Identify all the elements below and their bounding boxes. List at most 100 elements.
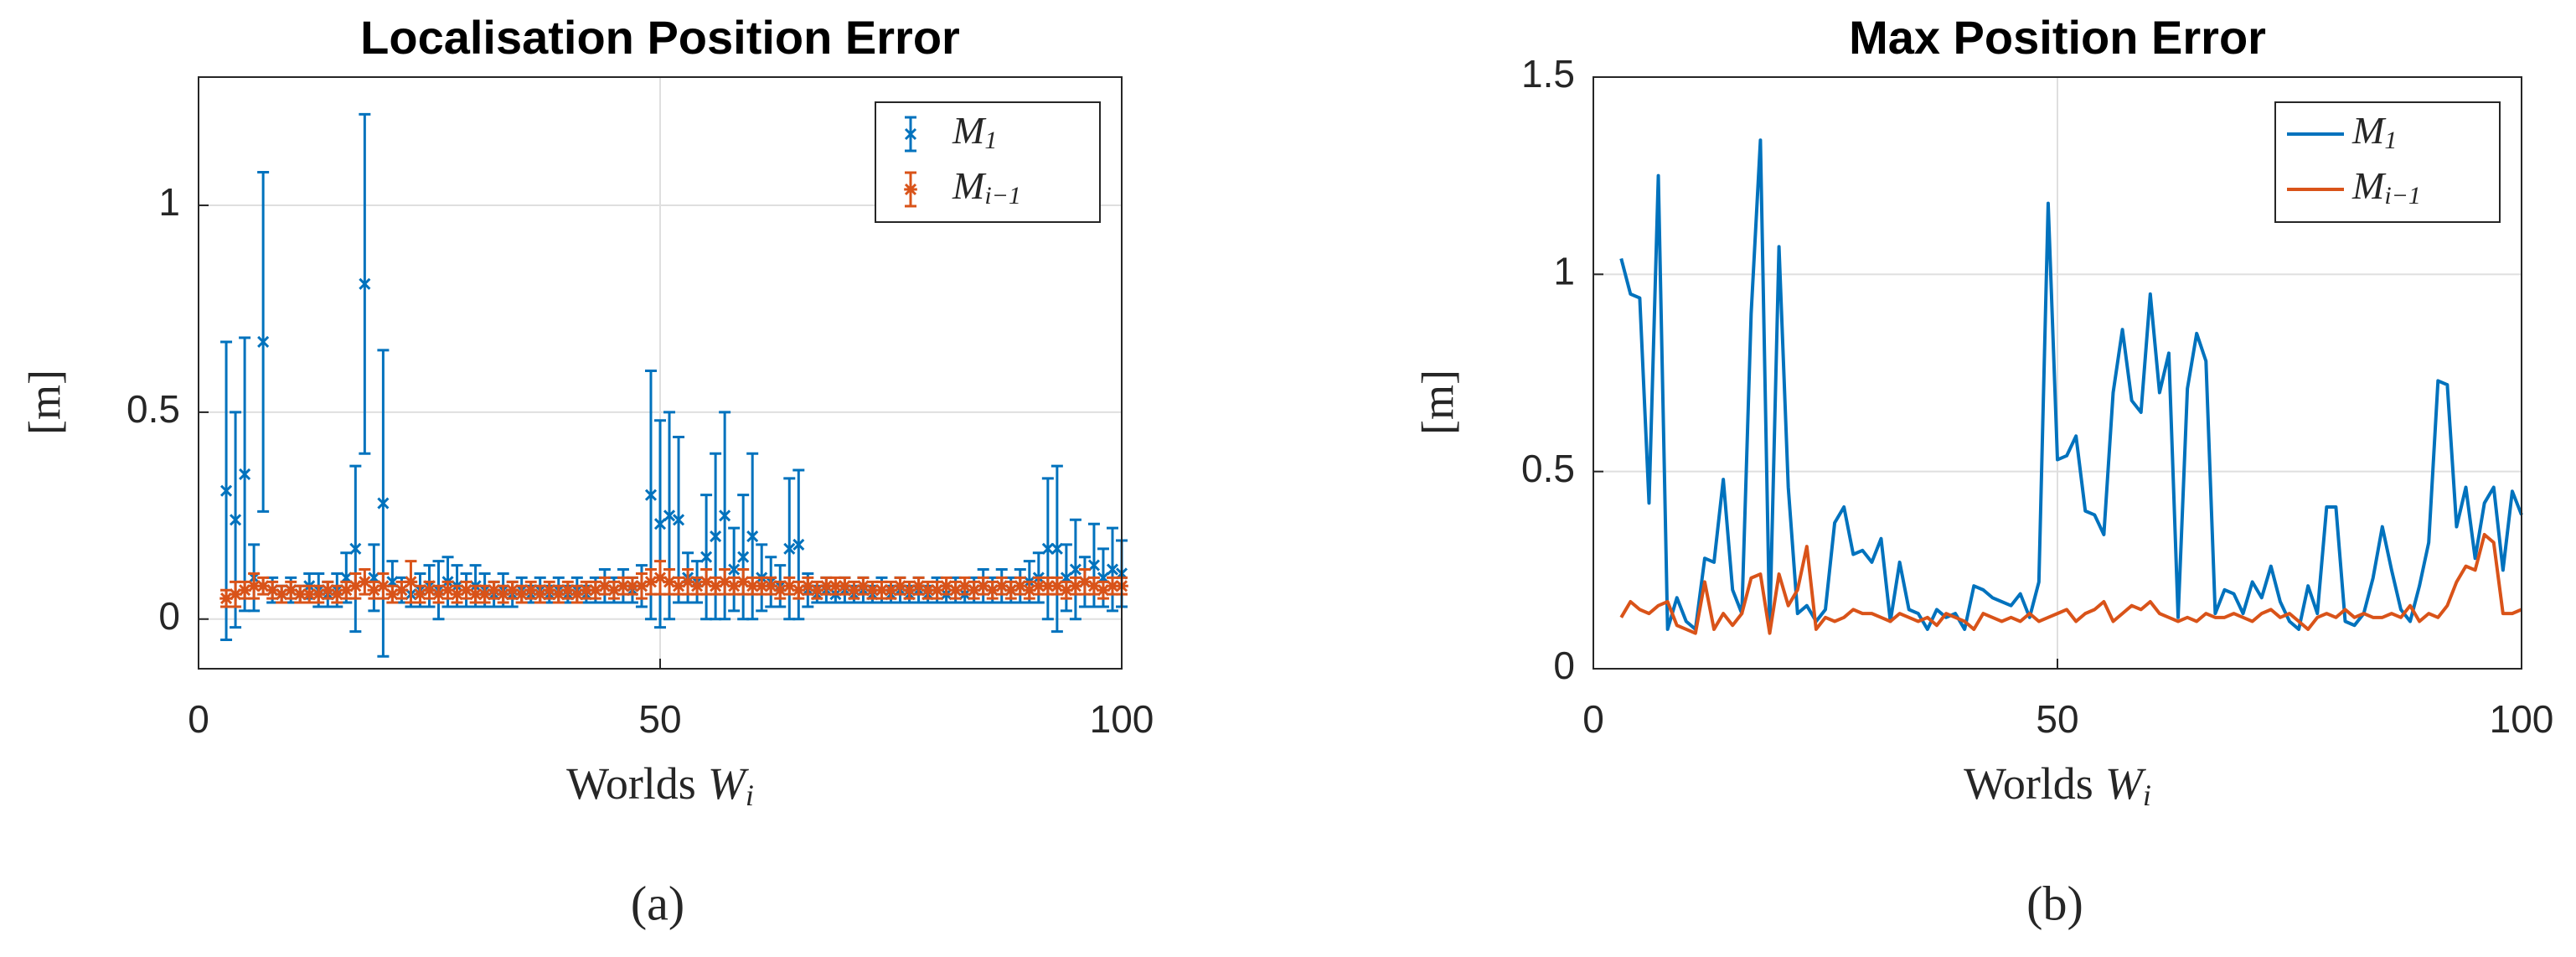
marker bbox=[441, 583, 455, 597]
marker bbox=[746, 530, 759, 543]
marker bbox=[958, 579, 972, 593]
marker bbox=[755, 579, 769, 593]
marker bbox=[348, 579, 363, 593]
marker bbox=[219, 484, 233, 497]
marker bbox=[413, 587, 427, 601]
marker bbox=[487, 583, 501, 597]
marker bbox=[672, 514, 685, 526]
marker bbox=[710, 530, 722, 543]
marker bbox=[551, 587, 565, 601]
marker bbox=[312, 587, 326, 601]
marker bbox=[302, 587, 317, 601]
y-tick-label: 1 bbox=[158, 180, 180, 224]
axes-box bbox=[198, 76, 1123, 670]
marker bbox=[719, 510, 731, 522]
marker bbox=[1069, 563, 1082, 576]
marker bbox=[598, 579, 612, 593]
legend-box bbox=[875, 101, 1101, 223]
marker bbox=[801, 579, 815, 593]
x-tick-label: 0 bbox=[188, 697, 209, 741]
marker bbox=[275, 587, 288, 601]
marker bbox=[607, 583, 621, 597]
y-tick-label: 0.5 bbox=[1521, 447, 1575, 490]
marker bbox=[737, 551, 750, 563]
x-tick-label: 50 bbox=[638, 697, 681, 741]
marker bbox=[533, 587, 547, 601]
marker bbox=[626, 579, 639, 593]
legend-name: M bbox=[952, 109, 987, 152]
marker bbox=[1078, 575, 1092, 589]
marker bbox=[459, 583, 473, 597]
marker bbox=[524, 583, 538, 597]
marker bbox=[1060, 583, 1073, 597]
marker bbox=[792, 538, 805, 551]
marker bbox=[792, 583, 806, 597]
marker bbox=[431, 587, 446, 601]
legend-sub: i−1 bbox=[984, 182, 1021, 210]
marker bbox=[783, 542, 796, 555]
marker bbox=[542, 583, 556, 597]
marker bbox=[921, 583, 935, 597]
marker bbox=[1097, 583, 1110, 597]
caption: (b) bbox=[2026, 876, 2083, 930]
marker bbox=[663, 575, 676, 589]
marker bbox=[496, 587, 510, 601]
x-label-sub: i bbox=[2143, 779, 2151, 812]
marker bbox=[672, 579, 685, 593]
marker bbox=[782, 579, 797, 593]
legend-label: M1 bbox=[952, 109, 997, 154]
series-line bbox=[1619, 532, 2522, 635]
marker bbox=[589, 583, 602, 597]
marker bbox=[404, 575, 418, 589]
marker bbox=[385, 587, 400, 601]
marker bbox=[902, 583, 916, 597]
y-axis-label: [m] bbox=[1412, 370, 1463, 435]
marker bbox=[238, 583, 251, 597]
y-tick-label: 0.5 bbox=[126, 387, 180, 431]
marker bbox=[1087, 559, 1101, 572]
marker bbox=[653, 518, 667, 530]
marker bbox=[358, 575, 372, 589]
marker bbox=[746, 579, 759, 593]
marker bbox=[349, 542, 362, 555]
marker bbox=[1051, 542, 1063, 555]
marker bbox=[478, 587, 492, 601]
marker bbox=[377, 497, 390, 510]
x-tick-label: 100 bbox=[2490, 697, 2554, 741]
marker bbox=[230, 514, 242, 526]
x-tick-label: 100 bbox=[1090, 697, 1154, 741]
x-label-text: Worlds bbox=[1964, 758, 2093, 809]
marker bbox=[376, 579, 390, 593]
legend-name: M bbox=[2351, 109, 2387, 152]
marker bbox=[256, 579, 270, 593]
marker bbox=[838, 579, 852, 593]
x-axis-label: Worlds Wi bbox=[566, 758, 754, 812]
marker bbox=[219, 592, 233, 605]
marker bbox=[1041, 579, 1055, 593]
marker bbox=[865, 583, 880, 597]
marker bbox=[653, 571, 667, 585]
marker bbox=[829, 579, 843, 593]
marker bbox=[856, 579, 870, 593]
marker bbox=[681, 575, 694, 589]
marker bbox=[985, 583, 999, 597]
caption: (a) bbox=[631, 876, 684, 930]
marker bbox=[728, 563, 741, 576]
marker bbox=[884, 583, 898, 597]
marker bbox=[468, 587, 483, 601]
marker bbox=[690, 579, 704, 593]
marker bbox=[764, 579, 778, 593]
marker bbox=[514, 587, 529, 601]
marker bbox=[1087, 579, 1101, 593]
y-axis-label: [m] bbox=[19, 370, 70, 435]
marker bbox=[967, 583, 981, 597]
marker bbox=[247, 579, 261, 593]
marker bbox=[736, 575, 750, 589]
marker bbox=[644, 489, 658, 501]
marker bbox=[930, 583, 944, 597]
marker bbox=[1004, 583, 1018, 597]
marker bbox=[367, 583, 381, 597]
marker bbox=[663, 510, 676, 522]
marker bbox=[875, 583, 889, 597]
